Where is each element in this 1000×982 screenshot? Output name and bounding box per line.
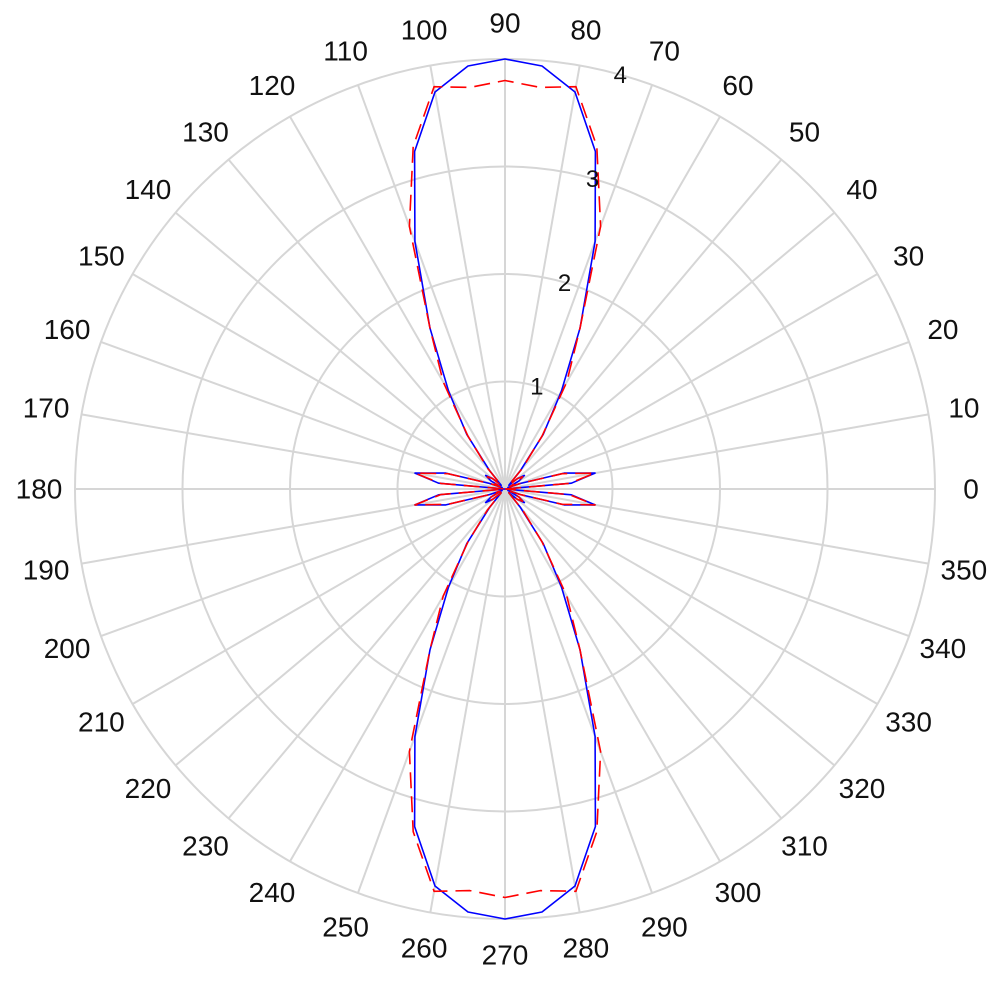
grid-spoke-330 — [504, 488, 878, 705]
angle-label-350: 350 — [941, 554, 988, 585]
angle-label-110: 110 — [323, 36, 368, 67]
angle-label-150: 150 — [78, 241, 125, 272]
grid-spoke-160 — [100, 340, 506, 490]
angle-label-170: 170 — [23, 393, 70, 424]
angle-label-270: 270 — [482, 940, 529, 971]
angle-label-290: 290 — [641, 911, 688, 942]
grid-spoke-40 — [504, 211, 836, 490]
angle-label-160: 160 — [44, 314, 91, 345]
angle-label-100: 100 — [401, 15, 448, 46]
data-series-layer — [408, 58, 602, 920]
angle-label-70: 70 — [649, 36, 680, 67]
angle-label-280: 280 — [563, 932, 610, 963]
grid-spoke-80 — [504, 65, 581, 490]
angle-label-330: 330 — [885, 707, 932, 738]
angle-label-30: 30 — [893, 241, 924, 272]
grid-spoke-320 — [504, 488, 836, 767]
grid-spoke-260 — [429, 488, 506, 913]
angle-label-10: 10 — [948, 393, 979, 424]
angle-label-340: 340 — [920, 633, 967, 664]
grid-spoke-20 — [504, 340, 910, 490]
angle-label-130: 130 — [182, 117, 229, 148]
angle-label-0: 0 — [963, 474, 979, 505]
radius-label-2: 2 — [558, 270, 571, 297]
grid-spoke-30 — [504, 273, 878, 490]
angle-tick-labels: 0 10 20 30 40 50 60 70 80 90 100 110 120 130 140 150 160… — [16, 8, 988, 971]
grid-spoke-10 — [504, 413, 929, 490]
grid-spoke-350 — [504, 488, 929, 565]
angle-label-20: 20 — [927, 314, 958, 345]
radius-tick-labels: 1 2 3 4 — [530, 62, 627, 401]
grid-spoke-310 — [504, 488, 783, 820]
angle-label-250: 250 — [322, 911, 369, 942]
series-line-1 — [408, 79, 602, 899]
angle-label-220: 220 — [125, 773, 172, 804]
angle-label-320: 320 — [839, 773, 886, 804]
angular-grid-spokes — [75, 59, 935, 919]
grid-spoke-60 — [504, 116, 721, 490]
grid-spoke-290 — [504, 488, 654, 894]
grid-spoke-150 — [132, 273, 506, 490]
grid-spoke-230 — [227, 488, 506, 820]
grid-spoke-170 — [81, 413, 506, 490]
grid-spoke-190 — [81, 488, 506, 565]
angle-label-310: 310 — [781, 831, 828, 862]
radius-label-3: 3 — [586, 166, 599, 193]
grid-spoke-280 — [504, 488, 581, 913]
angle-label-230: 230 — [182, 831, 229, 862]
angle-label-240: 240 — [249, 877, 296, 908]
grid-spoke-240 — [289, 488, 506, 862]
grid-spoke-210 — [132, 488, 506, 705]
grid-spoke-250 — [356, 488, 506, 894]
angle-label-300: 300 — [715, 877, 762, 908]
grid-spoke-100 — [429, 65, 506, 490]
angle-label-40: 40 — [846, 174, 877, 205]
angle-label-80: 80 — [570, 15, 601, 46]
angle-label-200: 200 — [44, 633, 91, 664]
angle-label-60: 60 — [722, 70, 753, 101]
angle-label-260: 260 — [401, 932, 448, 963]
grid-spoke-70 — [504, 84, 654, 490]
angle-label-210: 210 — [78, 707, 125, 738]
radius-label-4: 4 — [614, 62, 627, 89]
angle-label-90: 90 — [489, 8, 520, 39]
grid-spoke-120 — [289, 116, 506, 490]
grid-spoke-110 — [356, 84, 506, 490]
grid-spoke-50 — [504, 158, 783, 490]
angle-label-50: 50 — [789, 117, 820, 148]
grid-spoke-140 — [174, 211, 506, 490]
grid-spoke-220 — [174, 488, 506, 767]
grid-spoke-300 — [504, 488, 721, 862]
radius-label-1: 1 — [530, 374, 543, 401]
grid-spoke-340 — [504, 488, 910, 638]
grid-spoke-200 — [100, 488, 506, 638]
angle-label-120: 120 — [249, 70, 296, 101]
angle-label-180: 180 — [16, 474, 63, 505]
grid-spoke-130 — [227, 158, 506, 490]
angle-label-190: 190 — [23, 554, 70, 585]
angle-label-140: 140 — [125, 174, 172, 205]
